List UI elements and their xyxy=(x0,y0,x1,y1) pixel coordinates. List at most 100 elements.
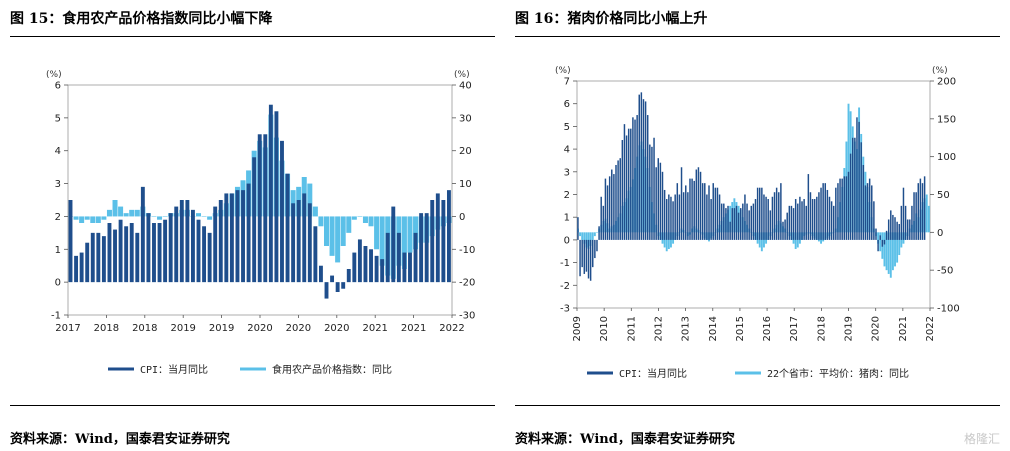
cpi-bar xyxy=(168,213,173,283)
cpi-bar xyxy=(627,128,630,240)
food-bar xyxy=(883,232,886,267)
right-tick-label: 100 xyxy=(937,152,956,163)
right-tick-label: -100 xyxy=(937,304,960,315)
cpi-bar xyxy=(649,144,651,240)
cpi-bar xyxy=(608,176,611,240)
cpi-bar xyxy=(860,142,862,240)
cpi-bar xyxy=(613,174,615,240)
cpi-bar xyxy=(413,232,418,283)
cpi-bar xyxy=(140,186,145,283)
cpi-bar xyxy=(809,192,812,240)
food-bar xyxy=(760,232,763,252)
cpi-bar xyxy=(357,239,362,283)
food-bar xyxy=(129,209,135,217)
food-bar xyxy=(196,213,202,217)
cpi-bar xyxy=(101,236,106,283)
cpi-bar xyxy=(706,194,708,240)
x-tick-label: 2019 xyxy=(170,323,195,334)
cpi-bar xyxy=(676,183,679,240)
food-bar xyxy=(847,103,850,233)
cpi-bar xyxy=(805,205,807,240)
food-bar xyxy=(589,232,592,246)
food-bar xyxy=(379,216,385,266)
watermark-logo: 格隆汇 xyxy=(963,432,1000,446)
cpi-bar xyxy=(685,185,687,240)
cpi-bar xyxy=(644,101,647,240)
cpi-bar xyxy=(799,196,801,240)
food-bar xyxy=(84,216,90,220)
food-bar xyxy=(157,216,163,220)
left-tick-label: 5 xyxy=(55,113,61,124)
cpi-bar xyxy=(720,203,723,240)
cpi-bar xyxy=(257,134,262,283)
cpi-bar xyxy=(854,137,856,240)
cpi-bar xyxy=(714,187,717,240)
cpi-bar xyxy=(583,239,586,274)
right-axis-unit: (%) xyxy=(454,70,470,80)
cpi-bar xyxy=(896,221,898,240)
cpi-bar xyxy=(858,121,860,240)
cpi-bar xyxy=(324,282,329,299)
cpi-bar xyxy=(296,200,301,283)
figure-16-panel: 图 16：猪肉价格同比小幅上升 -3 -2 -1 0 1 2 3 4 5 6 7 -100 -50 0 50… xyxy=(505,0,1010,451)
cpi-bar xyxy=(744,194,746,240)
cpi-bar xyxy=(374,255,379,283)
figure-15-panel: 图 15：食用农产品价格指数同比小幅下降 -1 0 1 2 3 4 5 6 -30 -20 -10 0… xyxy=(10,11,495,447)
cpi-bar xyxy=(689,178,691,240)
cpi-bar xyxy=(883,239,886,245)
cpi-bar xyxy=(778,192,780,240)
x-tick-label: 2019 xyxy=(209,323,234,334)
cpi-bar xyxy=(832,205,835,240)
cpi-bar xyxy=(307,203,312,283)
x-tick-label: 2013 xyxy=(681,316,692,341)
cpi-bar xyxy=(837,183,839,240)
x-tick-label: 2021 xyxy=(898,316,909,341)
food-bar xyxy=(112,200,118,217)
x-tick-label: 2019 xyxy=(844,316,855,341)
right-tick-label: 50 xyxy=(937,190,950,201)
food-bar xyxy=(596,232,598,233)
food-bar xyxy=(891,232,894,271)
cpi-bar xyxy=(788,205,791,240)
cpi-bar xyxy=(335,282,340,292)
cpi-bar xyxy=(615,164,617,240)
food-bar xyxy=(667,232,670,249)
right-tick-label: -20 xyxy=(459,278,475,289)
cpi-bar xyxy=(435,193,440,283)
cpi-bar xyxy=(330,275,335,283)
cpi-bar xyxy=(737,212,740,240)
cpi-bar xyxy=(190,209,195,283)
food-bar xyxy=(368,216,374,227)
food-bar xyxy=(591,232,594,240)
right-tick-label: 40 xyxy=(459,81,472,92)
right-tick-label: 20 xyxy=(459,146,472,157)
cpi-bar xyxy=(921,183,924,240)
food-bar xyxy=(579,232,582,237)
cpi-bar xyxy=(750,205,753,240)
source-rule xyxy=(10,405,495,406)
cpi-bar xyxy=(302,193,307,283)
cpi-bar xyxy=(761,187,763,240)
cpi-bar xyxy=(313,226,318,283)
x-tick-label: 2016 xyxy=(762,316,773,341)
right-tick-label: 150 xyxy=(937,114,956,125)
cpi-bar xyxy=(782,221,784,240)
cpi-bar xyxy=(807,174,810,240)
food-bar xyxy=(583,232,586,244)
food-bar xyxy=(374,216,380,250)
cpi-bar xyxy=(602,205,605,240)
cpi-bar xyxy=(725,208,727,240)
cpi-bar xyxy=(765,196,767,240)
figure-15-source: 资料来源：Wind，国泰君安证券研究 xyxy=(10,432,230,447)
legend-label-cpi: CPI：当月同比 xyxy=(619,367,687,380)
cpi-bar xyxy=(794,199,797,240)
cpi-bar xyxy=(346,269,351,283)
cpi-bar xyxy=(625,135,628,240)
food-bar xyxy=(329,216,335,256)
left-tick-label: -1 xyxy=(51,311,61,322)
cpi-bar xyxy=(871,185,873,240)
cpi-bar xyxy=(124,226,129,283)
cpi-bar xyxy=(579,239,581,277)
cpi-bar xyxy=(811,199,814,240)
cpi-bar xyxy=(913,192,915,240)
